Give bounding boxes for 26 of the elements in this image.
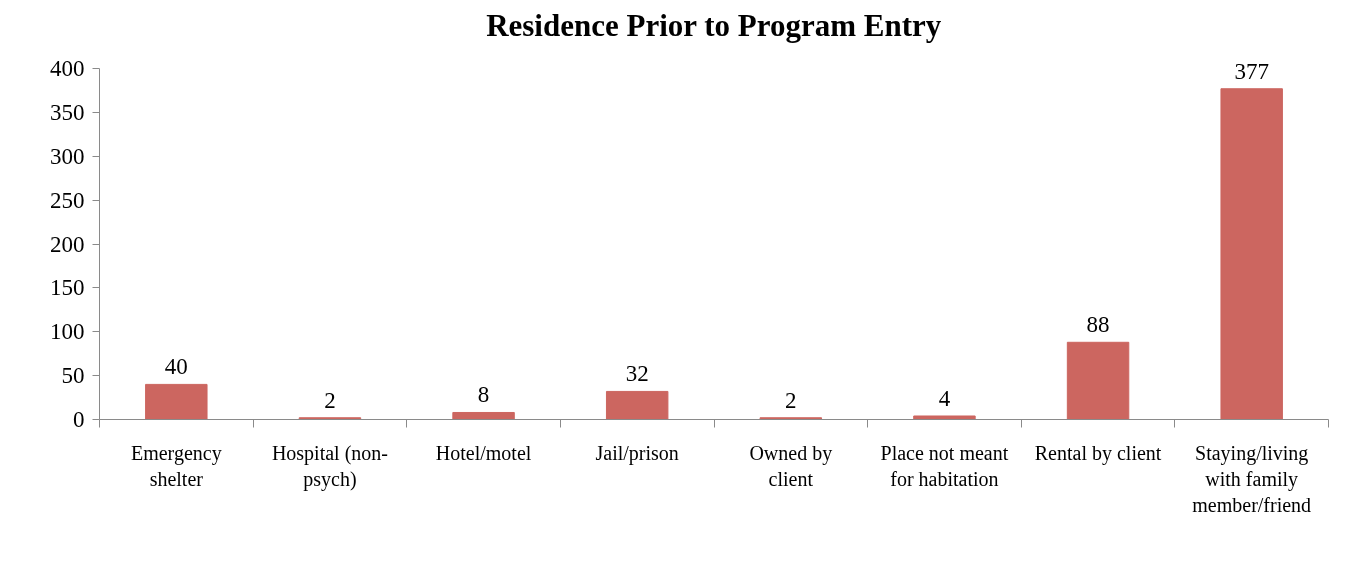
- y-tick-label: 400: [50, 56, 85, 82]
- y-tick-label: 50: [61, 363, 85, 389]
- data-label: 40: [164, 354, 188, 380]
- x-tick-label: Rental by client: [1034, 441, 1162, 465]
- data-label: 8: [477, 382, 490, 408]
- data-label: 377: [1234, 58, 1269, 84]
- x-tick-label: Jail/prison: [595, 441, 679, 465]
- data-label: 88: [1086, 312, 1110, 338]
- y-tick-label: 300: [50, 143, 85, 169]
- x-tick-label: Owned by client: [749, 441, 833, 490]
- y-tick-label: 0: [73, 407, 85, 432]
- data-label: 32: [625, 361, 649, 387]
- x-tick-label: Hospital (non- psych): [271, 441, 388, 491]
- x-tick-label: Staying/living with family member/friend: [1192, 441, 1312, 517]
- y-tick-label: 250: [50, 187, 85, 213]
- y-tick-label: 350: [50, 99, 85, 125]
- y-tick-label: 100: [50, 319, 85, 345]
- x-tick-label: Emergency shelter: [130, 441, 222, 490]
- data-label: 2: [324, 387, 336, 413]
- x-tick-label: Hotel/motel: [435, 441, 532, 464]
- data-label: 2: [785, 387, 797, 413]
- x-tick-label: Place not meant for habitation: [880, 441, 1009, 490]
- y-tick-label: 150: [50, 275, 85, 301]
- chart-title: Residence Prior to Program Entry: [486, 7, 942, 43]
- data-label: 4: [938, 385, 951, 411]
- y-tick-label: 200: [50, 231, 85, 257]
